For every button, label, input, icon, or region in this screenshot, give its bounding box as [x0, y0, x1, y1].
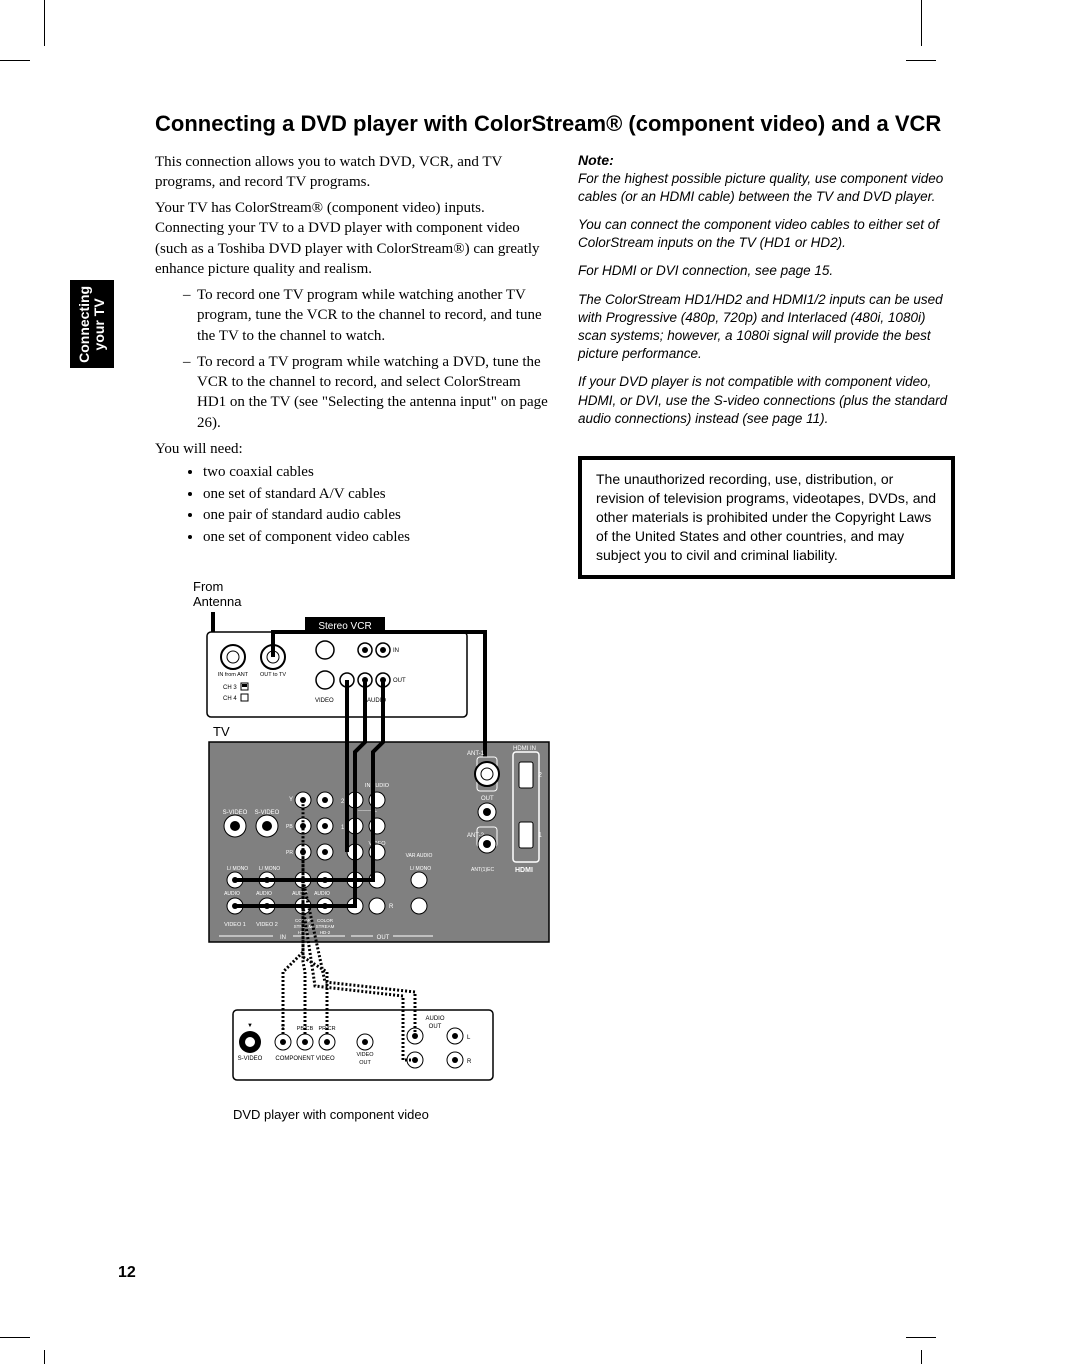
svg-text:▼: ▼	[247, 1023, 253, 1029]
svg-text:STREAM: STREAM	[316, 924, 335, 929]
svg-text:VIDEO 1: VIDEO 1	[224, 922, 246, 928]
svg-text:CH 4: CH 4	[223, 696, 237, 702]
svg-text:CH 3: CH 3	[223, 685, 237, 691]
requirement-item: one set of standard A/V cables	[203, 484, 550, 506]
svg-text:VIDEO: VIDEO	[356, 1052, 374, 1058]
copyright-warning-box: The unauthorized recording, use, distrib…	[578, 456, 955, 578]
left-column: This connection allows you to watch DVD,…	[155, 152, 550, 1122]
requirement-item: one pair of standard audio cables	[203, 505, 550, 527]
crop-mark	[0, 60, 30, 61]
svg-text:1: 1	[538, 832, 542, 839]
svg-text:PB: PB	[286, 824, 293, 830]
requirement-item: one set of component video cables	[203, 527, 550, 549]
svg-text:AUDIO: AUDIO	[314, 891, 330, 897]
svg-text:HDMI: HDMI	[515, 867, 533, 874]
svg-text:Y: Y	[289, 797, 293, 803]
section-tab: Connectingyour TV	[70, 280, 114, 368]
svg-text:L/ MONO: L/ MONO	[259, 866, 280, 872]
svg-text:OUT to TV: OUT to TV	[260, 672, 286, 678]
svg-text:VIDEO 2: VIDEO 2	[256, 922, 278, 928]
svg-text:2: 2	[538, 772, 542, 779]
svg-text:IN from ANT: IN from ANT	[218, 672, 249, 678]
crop-mark	[44, 0, 45, 46]
svg-text:HD-2: HD-2	[320, 930, 331, 935]
connection-diagram: FromAntenna Stereo VCR IN from ANT OUT	[155, 579, 555, 1122]
svg-text:VIDEO: VIDEO	[315, 698, 334, 704]
diagram-svg: Stereo VCR IN from ANT OUT to TV CH 3 CH…	[155, 612, 555, 1092]
svg-text:OUT: OUT	[359, 1060, 371, 1066]
svg-text:AUDIO: AUDIO	[224, 891, 240, 897]
crop-mark	[44, 1350, 45, 1364]
note-paragraph: For HDMI or DVI connection, see page 15.	[578, 262, 955, 280]
svg-text:OUT: OUT	[393, 678, 406, 684]
svg-text:VAR AUDIO: VAR AUDIO	[406, 853, 433, 859]
svg-text:IN AUDIO: IN AUDIO	[365, 783, 390, 789]
note-paragraph: The ColorStream HD1/HD2 and HDMI1/2 inpu…	[578, 291, 955, 364]
svg-text:S-VIDEO: S-VIDEO	[238, 1056, 263, 1062]
note-heading: Note:	[578, 152, 955, 168]
svg-text:AUDIO: AUDIO	[256, 891, 272, 897]
svg-text:R: R	[467, 1059, 472, 1065]
intro-paragraph: This connection allows you to watch DVD,…	[155, 152, 550, 193]
note-paragraph: If your DVD player is not compatible wit…	[578, 373, 955, 428]
crop-mark	[921, 1350, 922, 1364]
intro-paragraph: Your TV has ColorStream® (component vide…	[155, 198, 550, 279]
requirement-item: two coaxial cables	[203, 462, 550, 484]
crop-mark	[906, 60, 936, 61]
crop-mark	[0, 1337, 30, 1338]
instruction-item: To record one TV program while watching …	[183, 285, 550, 346]
svg-text:OUT: OUT	[481, 796, 494, 802]
instruction-item: To record a TV program while watching a …	[183, 352, 550, 433]
svg-text:L/ MONO: L/ MONO	[410, 866, 431, 872]
crop-mark	[906, 1337, 936, 1338]
svg-text:OUT: OUT	[377, 935, 390, 941]
note-paragraph: For the highest possible picture quality…	[578, 170, 955, 206]
svg-text:L/ MONO: L/ MONO	[227, 866, 248, 872]
svg-text:HDMI IN: HDMI IN	[513, 746, 536, 752]
svg-text:OUT: OUT	[429, 1024, 442, 1030]
crop-mark	[921, 0, 922, 46]
note-paragraph: You can connect the component video cabl…	[578, 216, 955, 252]
svg-text:IN: IN	[393, 648, 399, 654]
svg-text:ANT(1)EC: ANT(1)EC	[471, 867, 494, 873]
right-column: Note: For the highest possible picture q…	[578, 152, 955, 579]
requirements-head: You will need:	[155, 441, 550, 458]
svg-text:TV: TV	[213, 724, 230, 739]
svg-text:IN: IN	[280, 935, 286, 941]
page-number: 12	[118, 1264, 136, 1282]
svg-text:ANT-1: ANT-1	[467, 751, 485, 757]
diagram-caption: DVD player with component video	[233, 1107, 555, 1122]
svg-text:R: R	[389, 904, 394, 910]
svg-text:PR: PR	[286, 850, 293, 856]
svg-text:AUDIO: AUDIO	[425, 1016, 444, 1022]
page-title: Connecting a DVD player with ColorStream…	[155, 110, 955, 138]
svg-text:COLOR: COLOR	[317, 918, 334, 923]
svg-text:COMPONENT VIDEO: COMPONENT VIDEO	[275, 1056, 335, 1062]
